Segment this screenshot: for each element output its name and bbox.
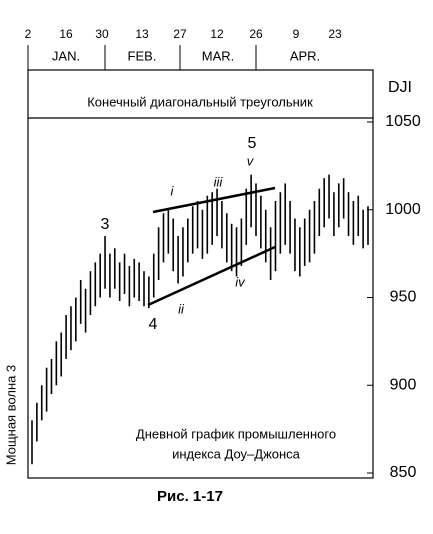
y-tick-label: 850: [390, 464, 417, 481]
date-tick-label: 30: [95, 27, 109, 41]
annotation: индекса Доу–Джонса: [172, 446, 301, 461]
date-tick-label: 2: [25, 27, 32, 41]
wave-label: iii: [214, 174, 224, 189]
month-label: JAN.: [52, 48, 80, 63]
chart-title: Конечный диагональный треугольник: [87, 94, 313, 109]
trend-line: [147, 245, 276, 307]
date-tick-label: 27: [173, 27, 187, 41]
wave-label: v: [247, 153, 255, 168]
date-tick-label: 13: [135, 27, 149, 41]
wave-label: 4: [149, 316, 158, 333]
date-tick-label: 23: [328, 27, 342, 41]
month-label: MAR.: [202, 48, 235, 63]
date-tick-label: 12: [210, 27, 224, 41]
month-label: APR.: [290, 48, 320, 63]
date-tick-label: 9: [293, 27, 300, 41]
y-tick-label: 900: [390, 376, 417, 393]
y-axis-label: DJI: [388, 79, 412, 96]
trend-line: [152, 186, 276, 214]
y-tick-label: 1000: [385, 201, 421, 218]
date-tick-label: 16: [59, 27, 73, 41]
wave-label: iv: [235, 274, 246, 289]
caption: Рис. 1-17: [157, 488, 223, 505]
date-tick-label: 26: [249, 27, 263, 41]
frame: [27, 69, 374, 479]
y-tick-label: 1050: [385, 113, 421, 130]
wave-label: 3: [101, 216, 110, 233]
wave-label: i: [171, 183, 175, 198]
wave-label: ii: [178, 301, 185, 316]
y-tick-label: 950: [390, 289, 417, 306]
side-label: Мощная волна 3: [3, 365, 18, 466]
month-label: FEB.: [128, 48, 157, 63]
annotation: Дневной график промышленного: [136, 426, 336, 441]
wave-label: 5: [248, 135, 257, 152]
